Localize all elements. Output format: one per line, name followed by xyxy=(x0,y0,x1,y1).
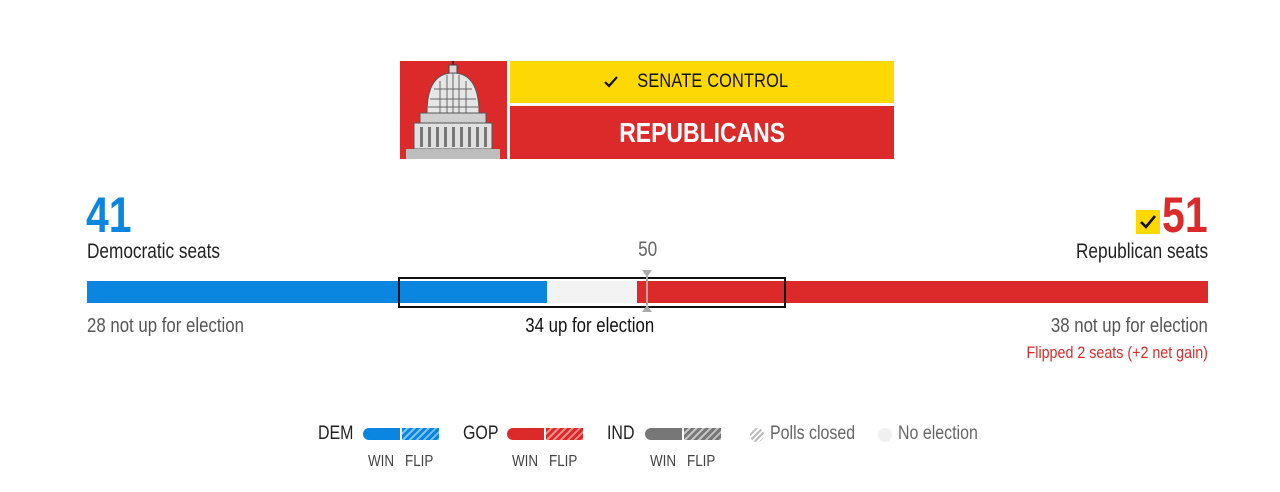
legend-no-election: No election xyxy=(898,423,978,444)
gop-seats-label: Republican seats xyxy=(1075,240,1208,263)
winner-banner: REPUBLICANS xyxy=(510,106,894,159)
bar-segment-gop-not-up xyxy=(783,281,1208,303)
legend-ind-label: IND xyxy=(607,423,635,444)
legend-ind-flip: FLIP xyxy=(687,453,716,470)
dem-not-up-label: 28 not up for election xyxy=(87,315,244,337)
polls-closed-icon xyxy=(750,428,764,442)
dem-seat-count: 41 xyxy=(86,187,132,243)
legend-dem-flip: FLIP xyxy=(405,453,434,470)
legend-dem-win-swatch xyxy=(363,428,400,440)
no-election-icon xyxy=(878,428,892,442)
capitol-image xyxy=(400,61,507,159)
winner-check-icon xyxy=(1136,210,1160,234)
legend-gop-flip-swatch xyxy=(546,428,583,440)
legend-ind-win: WIN xyxy=(650,453,677,470)
legend-gop-win-swatch xyxy=(507,428,544,440)
bar-segment-uncalled xyxy=(547,281,637,303)
seat-bar xyxy=(87,281,1208,303)
winner-party: REPUBLICANS xyxy=(619,116,785,148)
gop-not-up-label: 38 not up for election xyxy=(1051,315,1208,337)
legend-ind-win-swatch xyxy=(645,428,682,440)
legend-dem-flip-swatch xyxy=(402,428,439,440)
senate-control-label: SENATE CONTROL xyxy=(637,71,789,92)
dem-seats-label: Democratic seats xyxy=(87,240,221,263)
legend-gop-flip: FLIP xyxy=(549,453,578,470)
bar-segment-dem-not-up xyxy=(87,281,401,303)
up-for-election-label: 34 up for election xyxy=(525,315,655,337)
legend-gop-win: WIN xyxy=(512,453,539,470)
legend-polls-closed: Polls closed xyxy=(770,423,856,444)
bar-segment-gop-won xyxy=(637,281,783,303)
legend-dem-win: WIN xyxy=(368,453,395,470)
checkmark-icon xyxy=(604,76,619,88)
majority-threshold-label: 50 xyxy=(638,238,658,261)
gop-seat-count: 51 xyxy=(1162,187,1208,243)
senate-control-banner: SENATE CONTROL xyxy=(510,61,894,103)
gop-flipped-note: Flipped 2 seats (+2 net gain) xyxy=(1026,343,1208,362)
legend-ind-flip-swatch xyxy=(684,428,721,440)
senate-control-header: SENATE CONTROL REPUBLICANS xyxy=(400,61,894,159)
legend-dem-label: DEM xyxy=(318,423,354,444)
bar-segment-dem-won xyxy=(401,281,547,303)
majority-marker-icon xyxy=(642,270,652,312)
legend-gop-label: GOP xyxy=(463,423,499,444)
up-for-election-box xyxy=(398,277,786,308)
